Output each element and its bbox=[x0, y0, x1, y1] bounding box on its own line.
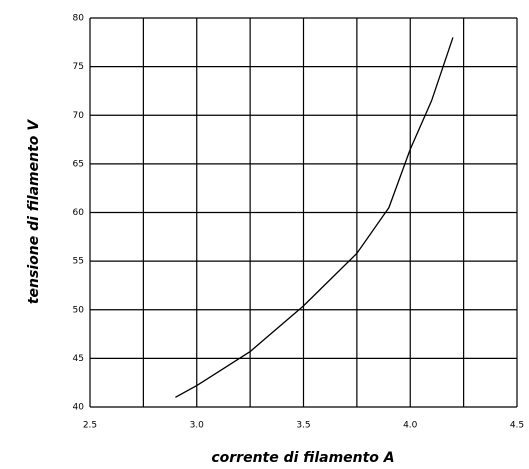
x-tick-label: 2.5 bbox=[83, 421, 97, 431]
y-tick-label: 50 bbox=[73, 305, 85, 315]
y-tick-label: 80 bbox=[73, 14, 85, 24]
y-tick-label: 70 bbox=[73, 111, 85, 121]
y-tick-label: 40 bbox=[73, 403, 85, 413]
x-axis-label: corrente di filamento A bbox=[211, 450, 394, 466]
x-tick-label: 4.5 bbox=[510, 421, 524, 431]
y-tick-label: 75 bbox=[73, 62, 84, 72]
line bbox=[175, 37, 454, 398]
y-tick-label: 55 bbox=[73, 257, 84, 267]
y-tick-label: 60 bbox=[73, 208, 85, 218]
x-tick-label: 4.0 bbox=[403, 421, 418, 431]
y-axis-label: tensione di filamento V bbox=[26, 119, 42, 304]
x-tick-label: 3.5 bbox=[296, 421, 310, 431]
y-tick-label: 65 bbox=[73, 159, 84, 169]
y-tick-label: 45 bbox=[73, 354, 84, 364]
x-tick-label: 3.0 bbox=[190, 421, 205, 431]
